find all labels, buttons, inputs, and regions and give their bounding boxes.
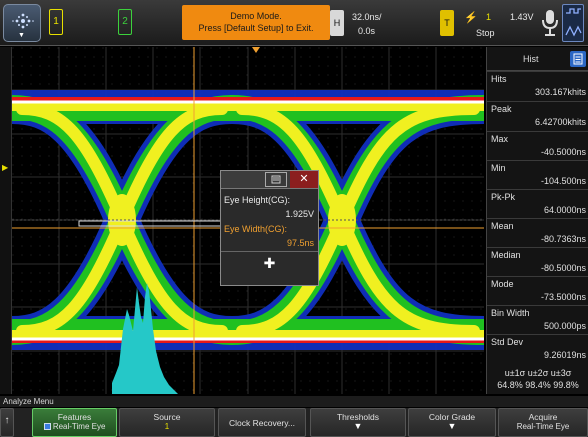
sigma-percentages: u±1σ u±2σ u±3σ 64.8% 98.4% 99.8% xyxy=(487,367,588,391)
stat-label: Std Dev xyxy=(491,337,524,347)
stat-label: Bin Width xyxy=(491,308,530,318)
eye-diagram-plot xyxy=(12,47,484,394)
features-title: Features xyxy=(57,412,92,422)
stat-label: Pk-Pk xyxy=(491,192,516,202)
thresholds-label: Thresholds xyxy=(336,412,380,422)
top-status-bar: ▼ 1 2 Demo Mode. Press [Default Setup] t… xyxy=(0,0,588,46)
eye-measurement-dialog[interactable]: ✕ Eye Height(CG): 1.925V Eye Width(CG): … xyxy=(220,170,319,286)
channel-1-ground-marker[interactable]: ▶ xyxy=(2,163,9,172)
channel-marker-strip: ▶ xyxy=(0,47,12,394)
arrow-up-icon: ↑ xyxy=(4,415,10,426)
stat-label: Max xyxy=(491,134,509,144)
stat-value: 64.0000ns xyxy=(543,205,586,215)
stat-min: Min -104.500ns xyxy=(487,160,588,189)
eye-height-label: Eye Height(CG): xyxy=(224,195,291,205)
clock-recovery-label: Clock Recovery... xyxy=(229,418,295,428)
channel-1-indicator[interactable]: 1 xyxy=(49,9,63,35)
stat-value: 500.000ps xyxy=(543,321,586,331)
stat-label: Median xyxy=(491,250,521,260)
dialog-divider xyxy=(221,251,318,252)
back-button[interactable]: ↑ xyxy=(0,408,14,437)
eye-width-value: 97.5ns xyxy=(286,238,314,248)
stat-hits: Hits 303.167khits xyxy=(487,71,588,101)
trigger-channel: 1 xyxy=(486,12,492,22)
analyze-menu-title: Analyze Menu xyxy=(0,396,588,407)
stat-mode: Mode -73.5000ns xyxy=(487,276,588,305)
checkbox-icon xyxy=(43,423,51,430)
list-icon[interactable] xyxy=(570,51,586,67)
timebase-delay: 0.0s xyxy=(358,26,376,36)
stat-label: Min xyxy=(491,163,506,173)
channel-2-indicator[interactable]: 2 xyxy=(118,9,132,35)
color-grade-label: Color Grade xyxy=(428,412,476,422)
source-title: Source xyxy=(153,412,181,422)
demo-line-2: Press [Default Setup] to Exit. xyxy=(198,23,314,33)
acquire-value: Real-Time Eye xyxy=(516,422,570,431)
stat-value: 9.26019ns xyxy=(543,350,586,360)
demo-mode-banner: Demo Mode. Press [Default Setup] to Exit… xyxy=(182,5,330,40)
acquire-softkey[interactable]: Acquire Real-Time Eye xyxy=(498,408,588,437)
thresholds-softkey[interactable]: Thresholds ▼ xyxy=(310,408,406,437)
stat-peak: Peak 6.42700khits xyxy=(487,101,588,131)
keysight-logo-icon xyxy=(12,13,34,29)
stat-label: Peak xyxy=(491,104,512,114)
stat-std-dev: Std Dev 9.26019ns xyxy=(487,334,588,365)
stat-label: Mode xyxy=(491,279,514,289)
trigger-position-marker[interactable] xyxy=(252,47,260,53)
chevron-down-icon: ▼ xyxy=(18,32,25,39)
stat-value: -40.5000ns xyxy=(540,147,586,157)
stat-median: Median -80.5000ns xyxy=(487,247,588,276)
horizontal-label[interactable]: H xyxy=(330,10,344,36)
trigger-level: 1.43V xyxy=(510,12,534,22)
stat-max: Max -40.5000ns xyxy=(487,131,588,160)
trigger-edge-icon: ⚡ xyxy=(464,12,478,24)
stat-value: -104.500ns xyxy=(540,176,586,186)
stat-value: -80.7363ns xyxy=(540,234,586,244)
stat-value: 303.167khits xyxy=(534,87,586,97)
dialog-header: ✕ xyxy=(221,171,318,189)
sigma-values: 64.8% 98.4% 99.8% xyxy=(497,380,579,390)
stat-mean: Mean -80.7363ns xyxy=(487,218,588,247)
stat-label: Mean xyxy=(491,221,514,231)
timebase-readout[interactable]: 32.0ns/ 0.0s xyxy=(352,10,422,38)
source-value: 1 xyxy=(164,422,170,431)
stats-panel-title[interactable]: Hist xyxy=(523,54,539,64)
color-grade-softkey[interactable]: Color Grade ▼ xyxy=(408,408,496,437)
stat-value: 6.42700khits xyxy=(534,117,586,127)
function-generator-button[interactable] xyxy=(562,4,584,42)
acquire-title: Acquire xyxy=(528,412,558,422)
stat-label: Hits xyxy=(491,74,507,84)
eye-width-label: Eye Width(CG): xyxy=(224,224,288,234)
stat-value: -73.5000ns xyxy=(540,292,586,302)
probe-icon[interactable] xyxy=(540,8,560,38)
timebase-scale: 32.0ns/ xyxy=(352,12,382,22)
softkey-bar: ↑ Features Real-Time Eye Source 1 Clock … xyxy=(0,408,588,437)
add-measurement-icon[interactable]: ✚ xyxy=(263,255,276,271)
arrow-down-icon: ▼ xyxy=(447,421,457,431)
features-value: Real-Time Eye xyxy=(33,422,116,431)
jitter-histogram xyxy=(112,283,178,394)
features-softkey[interactable]: Features Real-Time Eye xyxy=(32,408,117,437)
trigger-label[interactable]: T xyxy=(440,10,454,36)
stat-pk-pk: Pk-Pk 64.0000ns xyxy=(487,189,588,218)
main-menu-button[interactable]: ▼ xyxy=(3,4,41,42)
clock-recovery-softkey[interactable]: Clock Recovery... xyxy=(218,408,306,437)
sigma-header: u±1σ u±2σ u±3σ xyxy=(504,368,572,378)
menu-icon[interactable] xyxy=(265,172,287,187)
source-softkey[interactable]: Source 1 xyxy=(119,408,215,437)
close-icon[interactable]: ✕ xyxy=(290,171,318,188)
eye-height-value: 1.925V xyxy=(285,209,314,219)
acquisition-state: Stop xyxy=(476,28,495,38)
stat-bin-width: Bin Width 500.000ps xyxy=(487,305,588,334)
demo-line-1: Demo Mode. xyxy=(230,11,282,21)
features-value-text: Real-Time Eye xyxy=(52,422,106,431)
stat-value: -80.5000ns xyxy=(540,263,586,273)
arrow-down-icon: ▼ xyxy=(353,421,363,431)
waveform-display[interactable] xyxy=(12,47,484,394)
histogram-stats-panel: Hist Hits 303.167khits Peak 6.42700khits… xyxy=(486,47,588,394)
waveform-generator-icon xyxy=(565,8,582,37)
stats-panel-header: Hist xyxy=(487,49,588,71)
